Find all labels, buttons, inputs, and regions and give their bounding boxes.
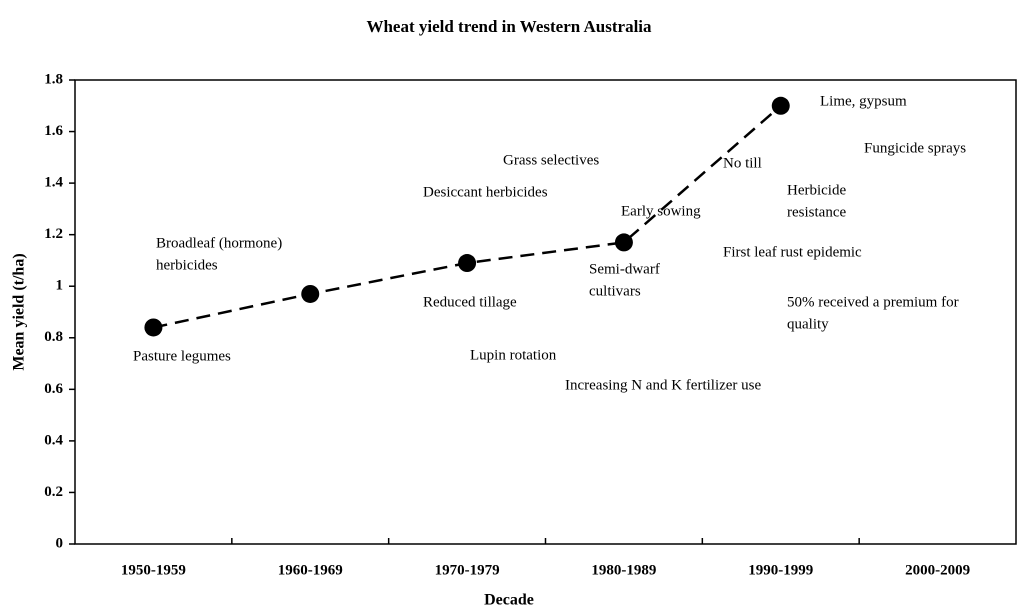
y-tick-label: 0.2 [44,484,63,500]
annotation: Grass selectives [503,152,599,168]
x-axis-label: Decade [484,592,534,609]
annotation: resistance [787,204,846,220]
data-point [771,96,790,115]
y-tick-label: 1.2 [44,226,63,242]
y-tick-label: 1.8 [44,71,63,87]
data-point [458,254,477,273]
annotation: Pasture legumes [133,348,231,364]
annotation: Semi-dwarf [589,261,660,277]
annotation: Lupin rotation [470,347,557,363]
annotation: First leaf rust epidemic [723,244,862,260]
annotation: cultivars [589,283,641,299]
y-tick-label: 1 [56,278,64,294]
annotation: Early sowing [621,203,701,219]
y-tick-label: 0.4 [44,432,63,448]
y-tick-label: 1.6 [44,123,63,139]
y-axis-label: Mean yield (t/ha) [11,253,28,370]
annotation: Desiccant herbicides [423,184,548,200]
annotation: quality [787,316,829,332]
y-tick-label: 0 [56,535,64,551]
x-tick-label: 1970-1979 [435,562,500,578]
annotation: No till [723,155,762,171]
data-point [614,233,633,252]
x-tick-label: 2000-2009 [905,562,970,578]
y-tick-label: 0.8 [44,329,63,345]
annotation: Lime, gypsum [820,93,907,109]
annotation: Increasing N and K fertilizer use [565,377,762,393]
annotation: 50% received a premium for [787,294,959,310]
annotation: Reduced tillage [423,294,517,310]
annotation: Herbicide [787,182,846,198]
x-tick-label: 1960-1969 [278,562,343,578]
x-tick-label: 1950-1959 [121,562,186,578]
y-tick-label: 0.6 [44,381,63,397]
annotation: Fungicide sprays [864,140,966,156]
x-tick-label: 1980-1989 [591,562,656,578]
y-tick-label: 1.4 [44,175,63,191]
annotation: herbicides [156,257,218,273]
x-tick-label: 1990-1999 [748,562,813,578]
annotation: Broadleaf (hormone) [156,235,282,251]
data-point [144,318,163,337]
data-point [301,284,320,303]
chart-title: Wheat yield trend in Western Australia [366,17,652,36]
